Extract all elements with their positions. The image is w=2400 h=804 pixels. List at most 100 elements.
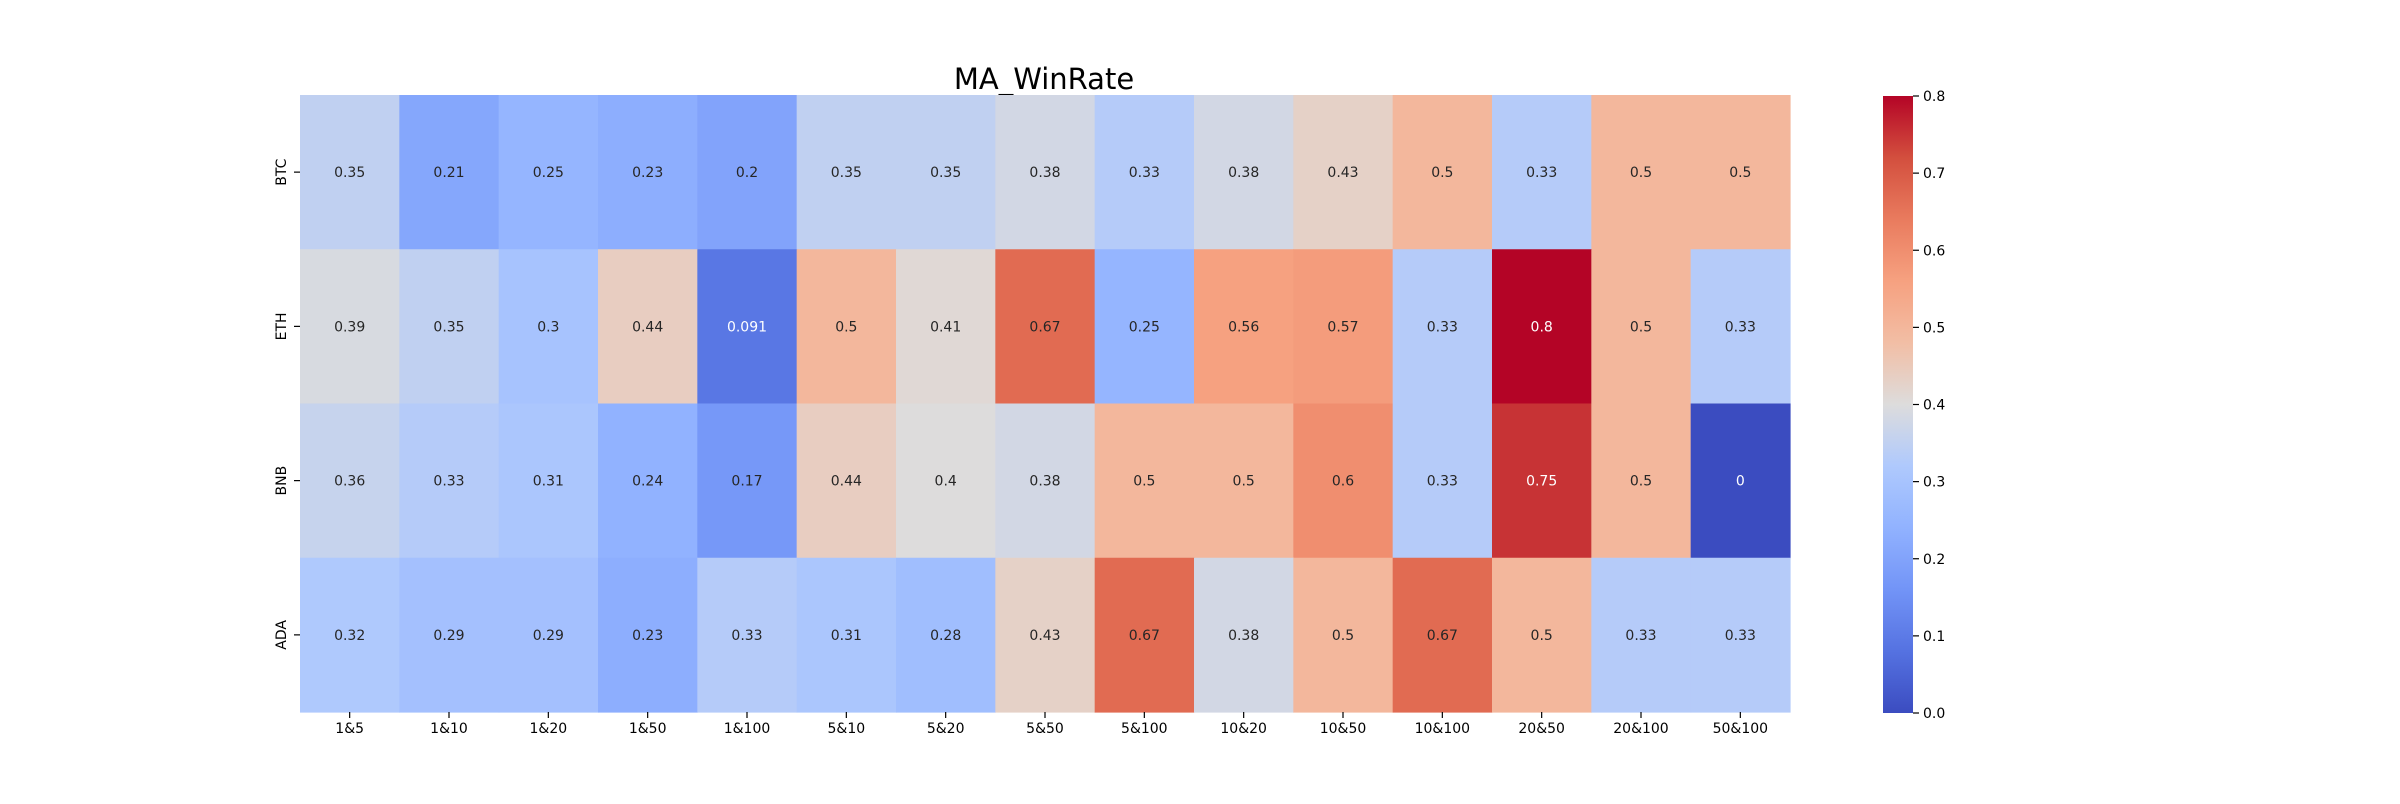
heatmap-cell bbox=[796, 249, 897, 405]
heatmap-cell bbox=[1690, 249, 1791, 405]
x-tick-label: 5&50 bbox=[1026, 721, 1064, 737]
cell-value-label: 0.5 bbox=[1233, 474, 1255, 490]
heatmap-cell bbox=[995, 557, 1096, 713]
cell-value-label: 0.25 bbox=[533, 165, 564, 181]
heatmap-cell bbox=[1690, 403, 1791, 559]
heatmap-cell bbox=[1492, 557, 1592, 713]
heatmap-cell bbox=[995, 95, 1096, 250]
heatmap-cell bbox=[1392, 249, 1493, 405]
cell-value-label: 0.23 bbox=[632, 165, 663, 181]
cell-value-label: 0.21 bbox=[433, 165, 464, 181]
cell-value-label: 0.41 bbox=[930, 319, 961, 335]
colorbar-tick-label: 0.1 bbox=[1923, 629, 1945, 645]
heatmap-cells bbox=[300, 95, 1791, 713]
cell-value-label: 0.35 bbox=[334, 165, 365, 181]
cell-value-label: 0.5 bbox=[835, 319, 857, 335]
heatmap-cell bbox=[498, 95, 599, 250]
cell-value-label: 0.5 bbox=[1729, 165, 1751, 181]
cell-value-label: 0.23 bbox=[632, 628, 663, 644]
heatmap-cell bbox=[1492, 249, 1592, 405]
heatmap-cell bbox=[1293, 557, 1394, 713]
cell-value-label: 0.5 bbox=[1630, 319, 1652, 335]
chart-title: MA_WinRate bbox=[954, 62, 1134, 96]
heatmap-cell bbox=[399, 403, 500, 559]
cell-value-label: 0.2 bbox=[736, 165, 758, 181]
cell-value-label: 0.33 bbox=[1427, 474, 1458, 490]
heatmap-cell bbox=[1293, 403, 1394, 559]
colorbar-tick-label: 0.5 bbox=[1923, 320, 1945, 336]
heatmap-cell bbox=[1690, 557, 1791, 713]
cell-value-label: 0.33 bbox=[1625, 628, 1656, 644]
cell-value-label: 0.8 bbox=[1531, 319, 1553, 335]
cell-value-label: 0.43 bbox=[1327, 165, 1358, 181]
heatmap-cell bbox=[498, 249, 599, 405]
cell-value-label: 0.32 bbox=[334, 628, 365, 644]
x-tick-label: 50&100 bbox=[1713, 721, 1768, 737]
cell-value-label: 0.44 bbox=[831, 474, 862, 490]
x-tick-label: 10&20 bbox=[1220, 721, 1267, 737]
cell-value-label: 0.29 bbox=[433, 628, 464, 644]
heatmap-cell bbox=[300, 249, 400, 405]
cell-value-label: 0.3 bbox=[537, 319, 559, 335]
heatmap-cell bbox=[399, 249, 500, 405]
colorbar-tick-label: 0.6 bbox=[1923, 243, 1945, 259]
heatmap-cell bbox=[598, 403, 698, 559]
cell-value-label: 0.4 bbox=[935, 474, 957, 490]
heatmap-cell bbox=[1194, 403, 1294, 559]
cell-value-label: 0.39 bbox=[334, 319, 365, 335]
heatmap-cell bbox=[697, 557, 798, 713]
heatmap-cell bbox=[697, 403, 798, 559]
heatmap-cell bbox=[598, 95, 698, 250]
heatmap-cell bbox=[1094, 95, 1195, 250]
colorbar-tick-label: 0.0 bbox=[1923, 706, 1945, 722]
y-tick-label: BNB bbox=[274, 466, 290, 496]
heatmap-cell bbox=[1591, 403, 1692, 559]
cell-value-label: 0.38 bbox=[1228, 165, 1259, 181]
cell-value-label: 0.31 bbox=[831, 628, 862, 644]
cell-value-label: 0.6 bbox=[1332, 474, 1354, 490]
heatmap-cell bbox=[598, 557, 698, 713]
x-tick-label: 1&20 bbox=[530, 721, 568, 737]
x-tick-label: 1&50 bbox=[629, 721, 667, 737]
x-tick-label: 1&5 bbox=[335, 721, 364, 737]
heatmap-cell bbox=[300, 557, 400, 713]
cell-value-label: 0.33 bbox=[1725, 319, 1756, 335]
colorbar-gradient bbox=[1883, 96, 1913, 713]
heatmap-cell bbox=[796, 403, 897, 559]
colorbar-tick-label: 0.4 bbox=[1923, 398, 1945, 414]
heatmap-cell-labels: 0.35 0.21 0.25 0.23 0.2 0.35 0.35 0.38 0.33 0.38 0… bbox=[334, 165, 1756, 644]
cell-value-label: 0.43 bbox=[1029, 628, 1060, 644]
x-axis: 1&5 1&10 1&20 1&50 1&100 5&10 5&20 5&50 5&100 10&… bbox=[335, 712, 1768, 737]
x-tick-label: 20&100 bbox=[1613, 721, 1668, 737]
heatmap-cell bbox=[1194, 557, 1294, 713]
cell-value-label: 0.31 bbox=[533, 474, 564, 490]
heatmap-cell bbox=[896, 557, 996, 713]
heatmap-cell bbox=[896, 403, 996, 559]
colorbar: 0.0 0.1 0.2 0.3 0.4 0.5 0.6 0.7 0.8 bbox=[1883, 89, 1945, 722]
cell-value-label: 0.28 bbox=[930, 628, 961, 644]
colorbar-tick-label: 0.2 bbox=[1923, 552, 1945, 568]
x-tick-label: 10&50 bbox=[1320, 721, 1367, 737]
heatmap-cell bbox=[896, 95, 996, 250]
cell-value-label: 0.24 bbox=[632, 474, 663, 490]
x-tick-label: 1&100 bbox=[724, 721, 771, 737]
heatmap-cell bbox=[1591, 95, 1692, 250]
cell-value-label: 0.75 bbox=[1526, 474, 1557, 490]
heatmap-cell bbox=[498, 557, 599, 713]
heatmap-cell bbox=[1194, 95, 1294, 250]
heatmap-cell bbox=[1293, 249, 1394, 405]
cell-value-label: 0.56 bbox=[1228, 319, 1259, 335]
x-tick-label: 20&50 bbox=[1518, 721, 1565, 737]
x-tick-label: 10&100 bbox=[1415, 721, 1470, 737]
heatmap-cell bbox=[1492, 95, 1592, 250]
heatmap-cell bbox=[399, 95, 500, 250]
x-tick-label: 5&20 bbox=[927, 721, 965, 737]
y-tick-label: ETH bbox=[274, 312, 290, 340]
cell-value-label: 0.38 bbox=[1029, 474, 1060, 490]
heatmap-cell bbox=[1392, 95, 1493, 250]
cell-value-label: 0.33 bbox=[1526, 165, 1557, 181]
heatmap-cell bbox=[1392, 557, 1493, 713]
heatmap-cell bbox=[1194, 249, 1294, 405]
heatmap-cell bbox=[1690, 95, 1791, 250]
